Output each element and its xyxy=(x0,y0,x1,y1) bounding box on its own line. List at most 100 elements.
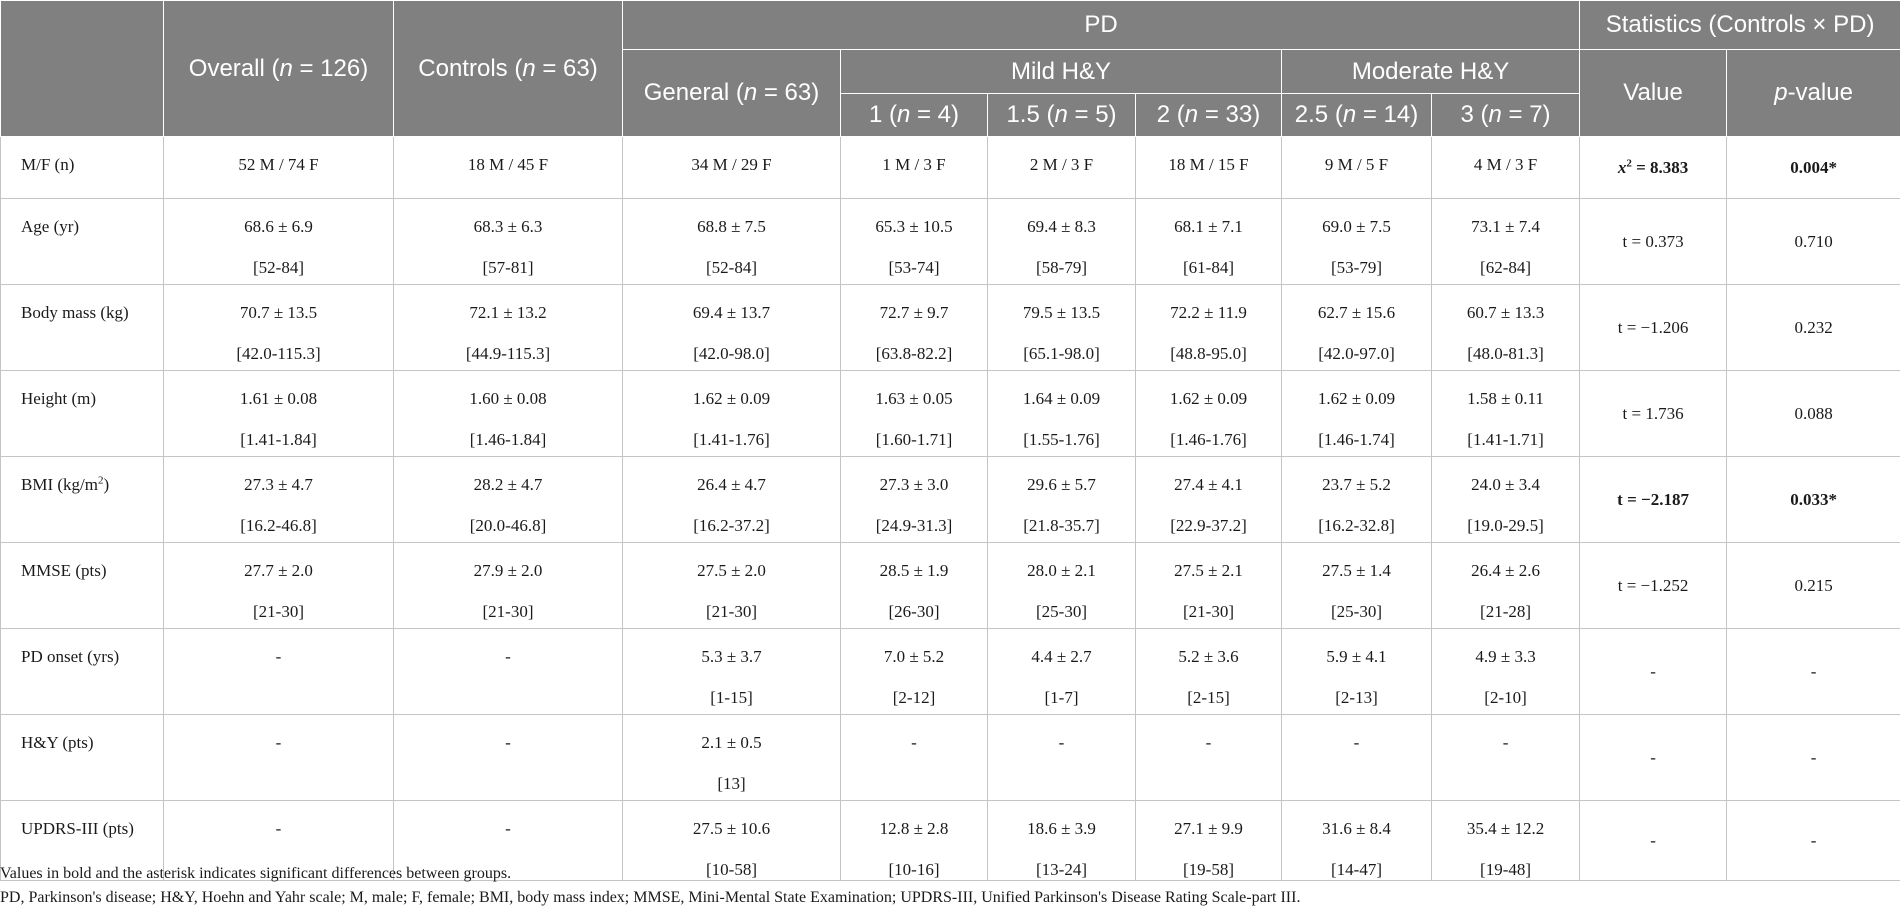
table-cell: 2 M / 3 F xyxy=(987,136,1136,199)
table-cell: 28.2 ± 4.7 [20.0-46.8] xyxy=(393,456,623,543)
p-value-cell: 0.033* xyxy=(1726,456,1900,543)
row-label: Height (m) xyxy=(0,370,164,457)
table-cell: 60.7 ± 13.3 [48.0-81.3] xyxy=(1430,284,1581,371)
table-cell: 2.1 ± 0.5 [13] xyxy=(622,714,841,801)
table-cell: 27.5 ± 2.1 [21-30] xyxy=(1135,542,1282,629)
stat-value-cell: - xyxy=(1579,800,1728,881)
table-cell: - xyxy=(987,714,1136,801)
table-cell: 5.2 ± 3.6 [2-15] xyxy=(1135,628,1282,715)
demographics-table: Overall (n = 126) Controls (n = 63) PD S… xyxy=(0,0,1900,881)
table-cell: - xyxy=(1430,714,1581,801)
row-label: H&Y (pts) xyxy=(0,714,164,801)
header-hy-stage: 1 (n = 4) xyxy=(840,93,988,137)
table-row: H&Y (pts) - -2.1 ± 0.5 [13] - - - - - - - xyxy=(0,714,1900,801)
table-cell: 70.7 ± 13.5 [42.0-115.3] xyxy=(163,284,394,371)
table-row: Age (yr) 68.6 ± 6.9 [52-84] 68.3 ± 6.3 [57-8… xyxy=(0,198,1900,285)
table-cell: 18 M / 15 F xyxy=(1135,136,1282,199)
footnote-significance: Values in bold and the asterisk indicate… xyxy=(0,865,512,882)
row-label: UPDRS-III (pts) xyxy=(0,800,164,881)
table-cell: 1.63 ± 0.05 [1.60-1.71] xyxy=(840,370,988,457)
row-label: MMSE (pts) xyxy=(0,542,164,629)
table-cell: 28.5 ± 1.9 [26-30] xyxy=(840,542,988,629)
table-cell: 28.0 ± 2.1 [25-30] xyxy=(987,542,1136,629)
table-cell: 27.4 ± 4.1 [22.9-37.2] xyxy=(1135,456,1282,543)
table-cell: 26.4 ± 2.6 [21-28] xyxy=(1430,542,1581,629)
table-cell: 72.1 ± 13.2 [44.9-115.3] xyxy=(393,284,623,371)
header-general: General (n = 63) xyxy=(622,49,841,137)
header-statistics-group: Statistics (Controls × PD) xyxy=(1579,0,1900,50)
table-cell: 27.5 ± 2.0 [21-30] xyxy=(622,542,841,629)
table-cell: - xyxy=(840,714,988,801)
p-value-cell: - xyxy=(1726,628,1900,715)
table-cell: 1.64 ± 0.09 [1.55-1.76] xyxy=(987,370,1136,457)
table-cell: - xyxy=(393,714,623,801)
header-mild-hy: Mild H&Y xyxy=(840,49,1282,94)
table-cell: 68.3 ± 6.3 [57-81] xyxy=(393,198,623,285)
table-row: MMSE (pts) 27.7 ± 2.0 [21-30] 27.9 ± 2.0 [21… xyxy=(0,542,1900,629)
table-cell: 1.62 ± 0.09 [1.46-1.76] xyxy=(1135,370,1282,457)
table-cell: 65.3 ± 10.5 [53-74] xyxy=(840,198,988,285)
table-row: Body mass (kg) 70.7 ± 13.5 [42.0-115.3] 72.… xyxy=(0,284,1900,371)
table-cell: 9 M / 5 F xyxy=(1281,136,1432,199)
data-table-container: Overall (n = 126) Controls (n = 63) PD S… xyxy=(0,0,1900,881)
table-cell: - xyxy=(163,714,394,801)
table-cell: - xyxy=(393,628,623,715)
table-cell: 69.4 ± 13.7 [42.0-98.0] xyxy=(622,284,841,371)
stat-value-cell: t = −2.187 xyxy=(1579,456,1728,543)
row-label: PD onset (yrs) xyxy=(0,628,164,715)
table-cell: 69.4 ± 8.3 [58-79] xyxy=(987,198,1136,285)
table-cell: 27.3 ± 4.7 [16.2-46.8] xyxy=(163,456,394,543)
table-cell: 34 M / 29 F xyxy=(622,136,841,199)
header-hy-stage: 1.5 (n = 5) xyxy=(987,93,1136,137)
table-cell: 62.7 ± 15.6 [42.0-97.0] xyxy=(1281,284,1432,371)
table-cell: 26.4 ± 4.7 [16.2-37.2] xyxy=(622,456,841,543)
table-cell: 68.1 ± 7.1 [61-84] xyxy=(1135,198,1282,285)
table-cell: 52 M / 74 F xyxy=(163,136,394,199)
table-cell: 5.3 ± 3.7 [1-15] xyxy=(622,628,841,715)
table-cell: 12.8 ± 2.8 [10-16] xyxy=(840,800,988,881)
table-cell: 7.0 ± 5.2 [2-12] xyxy=(840,628,988,715)
p-value-cell: 0.088 xyxy=(1726,370,1900,457)
table-cell: 72.7 ± 9.7 [63.8-82.2] xyxy=(840,284,988,371)
table-cell: 69.0 ± 7.5 [53-79] xyxy=(1281,198,1432,285)
table-cell: 27.9 ± 2.0 [21-30] xyxy=(393,542,623,629)
table-cell: 73.1 ± 7.4 [62-84] xyxy=(1430,198,1581,285)
header-controls: Controls (n = 63) xyxy=(393,0,623,137)
header-hy-stage: 2.5 (n = 14) xyxy=(1281,93,1432,137)
table-cell: 68.6 ± 6.9 [52-84] xyxy=(163,198,394,285)
table-cell: 18.6 ± 3.9 [13-24] xyxy=(987,800,1136,881)
stat-value-cell: t = 1.736 xyxy=(1579,370,1728,457)
table-cell: 23.7 ± 5.2 [16.2-32.8] xyxy=(1281,456,1432,543)
header-pd-group: PD xyxy=(621,0,1581,50)
table-cell: 1.62 ± 0.09 [1.41-1.76] xyxy=(622,370,841,457)
table-cell: 4 M / 3 F xyxy=(1430,136,1581,199)
table-cell: 29.6 ± 5.7 [21.8-35.7] xyxy=(987,456,1136,543)
header-p-value: p-value xyxy=(1726,49,1900,137)
p-value-cell: 0.215 xyxy=(1726,542,1900,629)
table-cell: 27.1 ± 9.9 [19-58] xyxy=(1135,800,1282,881)
table-cell: 1.62 ± 0.09 [1.46-1.74] xyxy=(1281,370,1432,457)
table-row: UPDRS-III (pts) - -27.5 ± 10.6 [10-58] 12.8 … xyxy=(0,800,1900,881)
table-cell: 27.5 ± 1.4 [25-30] xyxy=(1281,542,1432,629)
p-value-cell: - xyxy=(1726,714,1900,801)
header-hy-stage: 3 (n = 7) xyxy=(1430,93,1581,137)
p-value-cell: 0.232 xyxy=(1726,284,1900,371)
table-cell: - xyxy=(1135,714,1282,801)
table-cell: 18 M / 45 F xyxy=(393,136,623,199)
table-row: M/F (n) 52 M / 74 F 18 M / 45 F 34 M / 29 F… xyxy=(0,136,1900,199)
stat-value-cell: t = −1.252 xyxy=(1579,542,1728,629)
row-label: Age (yr) xyxy=(0,198,164,285)
table-cell: 4.4 ± 2.7 [1-7] xyxy=(987,628,1136,715)
p-value-cell: 0.710 xyxy=(1726,198,1900,285)
table-row: BMI (kg/m2) 27.3 ± 4.7 [16.2-46.8] 28.2 ± 4… xyxy=(0,456,1900,543)
table-cell: 79.5 ± 13.5 [65.1-98.0] xyxy=(987,284,1136,371)
table-cell: 1.60 ± 0.08 [1.46-1.84] xyxy=(393,370,623,457)
table-row: PD onset (yrs) - -5.3 ± 3.7 [1-15] 7.0 ± 5.2… xyxy=(0,628,1900,715)
p-value-cell: 0.004* xyxy=(1726,136,1900,199)
table-cell: 27.7 ± 2.0 [21-30] xyxy=(163,542,394,629)
table-cell: 1.61 ± 0.08 [1.41-1.84] xyxy=(163,370,394,457)
stat-value-cell: - xyxy=(1579,714,1728,801)
header-value: Value xyxy=(1579,49,1728,137)
table-cell: - xyxy=(1281,714,1432,801)
table-cell: 68.8 ± 7.5 [52-84] xyxy=(622,198,841,285)
